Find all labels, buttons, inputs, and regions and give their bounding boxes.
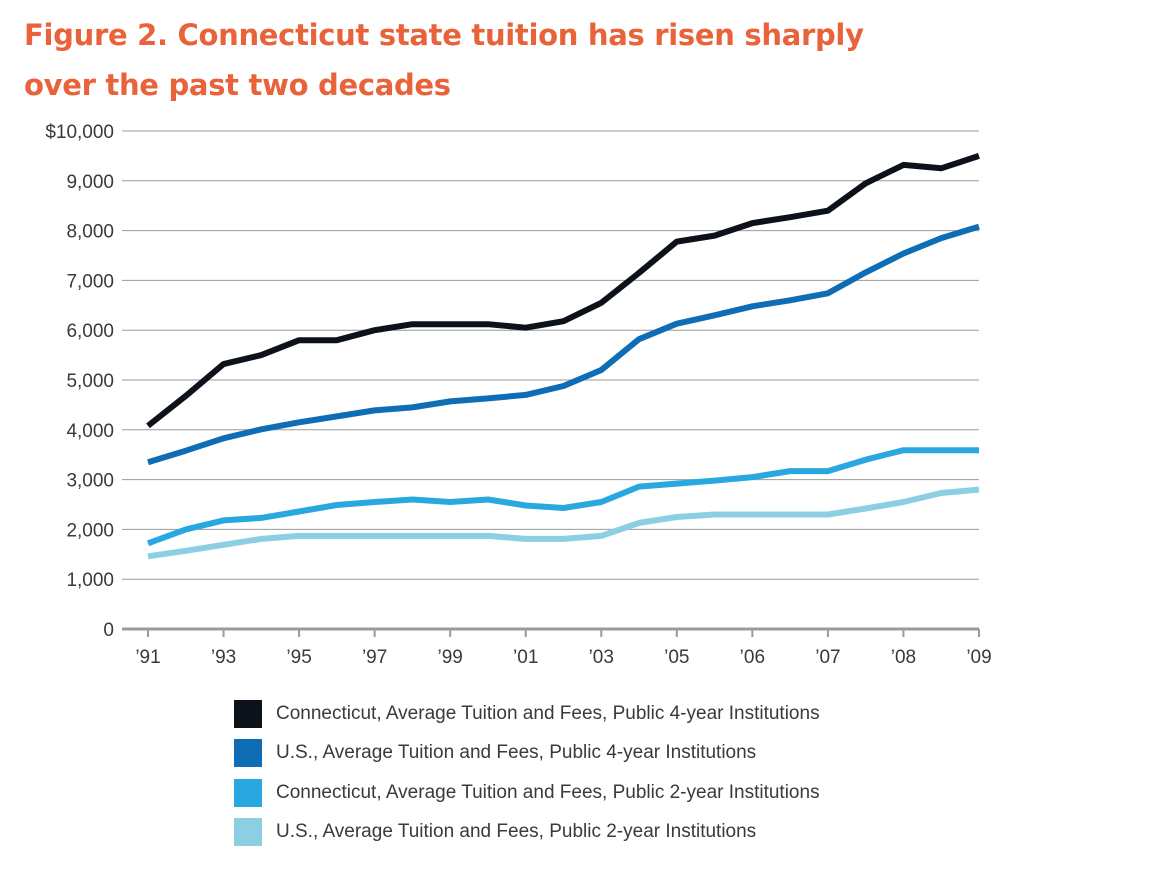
legend-swatch [234, 778, 262, 807]
x-tick-label: ’03 [589, 647, 614, 668]
x-tick-label: ’07 [815, 647, 840, 668]
chart-title-line-2: over the past two decades [24, 68, 451, 102]
y-tick-label: 4,000 [66, 421, 114, 442]
line-chart: 0 1,000 2,000 3,000 4,000 5,000 6,000 7,000 8,00… [45, 122, 992, 668]
series-line-4 [147, 486, 980, 560]
y-tick-label: 1,000 [66, 570, 114, 591]
legend-item: Connecticut, Average Tuition and Fees, P… [234, 773, 820, 813]
x-tick-label: ’93 [211, 647, 236, 668]
legend-item: Connecticut, Average Tuition and Fees, P… [234, 694, 820, 734]
x-tick-label: ’01 [513, 647, 538, 668]
legend-label: U.S., Average Tuition and Fees, Public 2… [276, 821, 757, 843]
chart-title: Figure 2. Connecticut state tuition has … [24, 10, 1024, 110]
y-tick-label: 3,000 [66, 471, 114, 492]
gridlines [122, 130, 979, 631]
series-line-3 [146, 447, 979, 547]
y-tick-label: 0 [103, 620, 114, 641]
x-tick-label: ’05 [664, 647, 689, 668]
legend-swatch [234, 818, 262, 847]
legend-item: U.S., Average Tuition and Fees, Public 2… [234, 813, 820, 853]
y-tick-label: 6,000 [66, 321, 114, 342]
x-axis-tick-labels: ’91 ’93 ’95 ’97 ’99 ’01 ’03 ’05 ’06 ’07 ’08 ’09 [135, 629, 992, 668]
x-tick-label: ’99 [438, 647, 463, 668]
series-line-1 [146, 153, 980, 429]
legend-label: Connecticut, Average Tuition and Fees, P… [276, 781, 820, 803]
x-tick-label: ’08 [891, 647, 916, 668]
legend-item: U.S., Average Tuition and Fees, Public 4… [234, 734, 820, 774]
y-tick-label: 7,000 [66, 271, 114, 292]
y-tick-label: 2,000 [66, 520, 114, 541]
series-lines [146, 153, 980, 560]
y-tick-label: 9,000 [66, 172, 114, 193]
x-tick-label: ’06 [740, 647, 765, 668]
y-tick-label: 5,000 [66, 371, 114, 392]
y-axis-tick-labels: 0 1,000 2,000 3,000 4,000 5,000 6,000 7,000 8,00… [45, 122, 114, 641]
series-line-2 [147, 223, 980, 466]
legend-label: Connecticut, Average Tuition and Fees, P… [276, 702, 820, 724]
x-tick-label: ’97 [362, 647, 387, 668]
legend-swatch [234, 739, 262, 768]
x-tick-label: ’95 [286, 647, 311, 668]
legend-swatch [234, 699, 262, 728]
legend: Connecticut, Average Tuition and Fees, P… [234, 694, 820, 852]
legend-label: U.S., Average Tuition and Fees, Public 4… [276, 742, 757, 764]
y-tick-label: $10,000 [45, 122, 114, 143]
x-tick-label: ’09 [966, 647, 991, 668]
x-tick-label: ’91 [135, 647, 160, 668]
chart-title-line-1: Figure 2. Connecticut state tuition has … [24, 18, 864, 52]
y-tick-label: 8,000 [66, 222, 114, 243]
